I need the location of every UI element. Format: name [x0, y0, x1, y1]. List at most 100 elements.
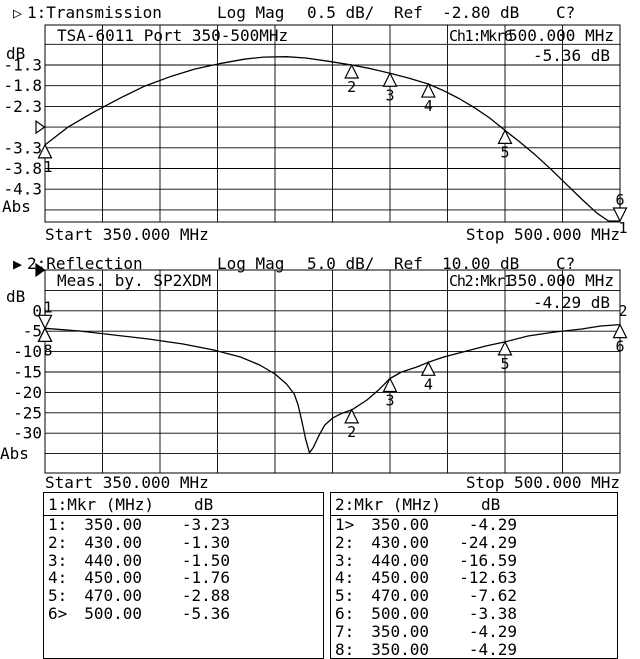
- channel1-stop-freq: Stop 500.000 MHz: [465, 225, 620, 244]
- active-marker-symbol: [37, 314, 53, 330]
- marker-table-row: 2: 430.00 -24.29: [331, 534, 617, 552]
- marker-row-value: -1.76: [181, 568, 230, 588]
- marker-row-number: 2:: [335, 532, 355, 552]
- marker-row-frequency: 470.00: [371, 586, 429, 606]
- marker-table-ch1-header: 1:Mkr (MHz) dB: [44, 493, 323, 516]
- marker-table-row: 7: 350.00 -4.29: [331, 623, 617, 641]
- marker-row-value: -24.29: [459, 532, 517, 552]
- marker-table-row: 3: 440.00 -1.50: [44, 552, 323, 570]
- marker-symbol: [344, 63, 360, 79]
- marker-symbol: [37, 143, 53, 159]
- marker-table-ch1: 1:Mkr (MHz) dB 1: 350.00 -3.23 2: 430.00 -1.3…: [43, 492, 324, 659]
- marker-row-frequency: 350.00: [371, 621, 429, 641]
- marker-number: 1: [43, 158, 52, 176]
- marker-table-row: 6> 500.00 -5.36: [44, 605, 323, 623]
- yaxis-tick-label: -10: [13, 342, 42, 361]
- channel2-marker-readout-freq: 350.000 MHz: [508, 271, 614, 290]
- channel1-pointer-icon: ▷: [13, 4, 23, 22]
- marker-table-row: 5: 470.00 -7.62: [331, 587, 617, 605]
- marker-number: 5: [500, 143, 509, 161]
- marker-number: 8: [43, 341, 52, 359]
- channel2-marker-readout-value: -4.29 dB: [533, 293, 611, 312]
- marker-symbol: [612, 323, 628, 339]
- marker-symbol: [344, 408, 360, 424]
- marker-number: 1: [43, 298, 52, 316]
- marker-number: 6: [615, 338, 624, 356]
- ref-level-pointer-icon: [35, 119, 46, 135]
- marker-number: 4: [424, 375, 433, 393]
- marker-row-value: -2.88: [181, 586, 230, 606]
- channel2-pointer-icon: ▶: [13, 255, 23, 273]
- marker-table-row: 5: 470.00 -2.88: [44, 587, 323, 605]
- channel1-marker-readout-value: -5.36 dB: [533, 46, 611, 65]
- channel2-ref-level: Ref 10.00 dB: [394, 254, 520, 273]
- marker-row-frequency: 440.00: [371, 550, 429, 570]
- yaxis-tick-label: -3.8: [3, 159, 42, 178]
- channel1-title: 1:Transmission: [27, 3, 162, 22]
- channel2-marker-readout-label: Ch2:Mkr1: [449, 272, 513, 290]
- channel1-ref-level: Ref -2.80 dB: [394, 3, 520, 22]
- channel2-yaxis-unit: dB: [6, 287, 26, 306]
- marker-table-ch1-rows: 1: 350.00 -3.23 2: 430.00 -1.30 3: 440.00 -1.50 4…: [44, 516, 323, 658]
- marker-row-value: -4.29: [468, 621, 517, 641]
- marker-row-frequency: 500.00: [84, 603, 142, 623]
- marker-table-row: 4: 450.00 -12.63: [331, 569, 617, 587]
- marker-row-value: -12.63: [459, 568, 517, 588]
- marker-number: 4: [424, 97, 433, 115]
- channel2-title: 2:Reflection: [27, 254, 143, 273]
- marker-table-row: 2: 430.00 -1.30: [44, 534, 323, 552]
- channel2-scale: 5.0 dB/: [307, 254, 375, 273]
- trace-line: [44, 323, 621, 454]
- channel1-marker-readout-freq: 500.000 MHz: [508, 26, 614, 45]
- trace-number-label: 1: [618, 219, 627, 237]
- marker-symbol: [382, 377, 398, 393]
- channel1-cal-status: C?: [556, 3, 576, 22]
- trace-number-label: 2: [618, 302, 627, 320]
- marker-row-frequency: 440.00: [84, 550, 142, 570]
- marker-row-number: 8:: [335, 639, 355, 659]
- yaxis-tick-label: -4.3: [3, 180, 42, 199]
- marker-row-value: -4.29: [468, 515, 517, 534]
- marker-number: 3: [385, 86, 394, 104]
- marker-symbol: [497, 129, 513, 145]
- marker-row-frequency: 350.00: [371, 515, 429, 534]
- marker-row-number: 7:: [335, 621, 355, 641]
- marker-row-value: -5.36: [181, 603, 230, 623]
- marker-row-value: -3.38: [468, 603, 517, 623]
- channel1-yaxis-unit: dB: [6, 44, 26, 63]
- marker-row-number: 4:: [335, 568, 355, 588]
- marker-symbol: [420, 360, 436, 376]
- marker-number: 2: [347, 78, 356, 96]
- channel1-format: Log Mag: [217, 3, 285, 22]
- channel2-yaxis-abs: Abs: [0, 444, 29, 463]
- marker-row-number: 3:: [48, 550, 68, 570]
- marker-number: 5: [500, 355, 509, 373]
- ref-level-pointer-icon: [35, 262, 46, 278]
- channel1-start-freq: Start 350.000 MHz: [45, 225, 209, 244]
- channel1-band-label: TSA-6011 Port 350-500MHz: [57, 26, 289, 45]
- marker-row-value: -1.50: [181, 550, 230, 570]
- marker-row-frequency: 500.00: [371, 603, 429, 623]
- marker-row-number: 5:: [48, 586, 68, 606]
- marker-table-ch2-rows: 1> 350.00 -4.29 2: 430.00 -24.29 3: 440.00 -16.5…: [331, 516, 617, 658]
- marker-row-frequency: 430.00: [371, 532, 429, 552]
- channel1-scale: 0.5 dB/: [307, 3, 375, 22]
- yaxis-tick-label: -20: [13, 383, 42, 402]
- marker-row-frequency: 350.00: [84, 515, 142, 534]
- yaxis-tick-label: -30: [13, 424, 42, 443]
- channel2-cal-status: C?: [556, 254, 576, 273]
- marker-row-number: 1>: [335, 515, 355, 534]
- marker-table-row: 4: 450.00 -1.76: [44, 569, 323, 587]
- yaxis-tick-label: 0: [32, 301, 42, 320]
- marker-number: 2: [347, 423, 356, 441]
- yaxis-tick-label: -1.3: [3, 56, 42, 75]
- marker-row-value: -7.62: [468, 586, 517, 606]
- yaxis-tick-label: -1.8: [3, 76, 42, 95]
- channel2-stop-freq: Stop 500.000 MHz: [465, 473, 620, 492]
- marker-symbol: [497, 340, 513, 356]
- yaxis-tick-label: -2.3: [3, 97, 42, 116]
- marker-row-frequency: 470.00: [84, 586, 142, 606]
- marker-table-ch2: 2:Mkr (MHz) dB 1> 350.00 -4.29 2: 430.00 -24.…: [330, 492, 618, 659]
